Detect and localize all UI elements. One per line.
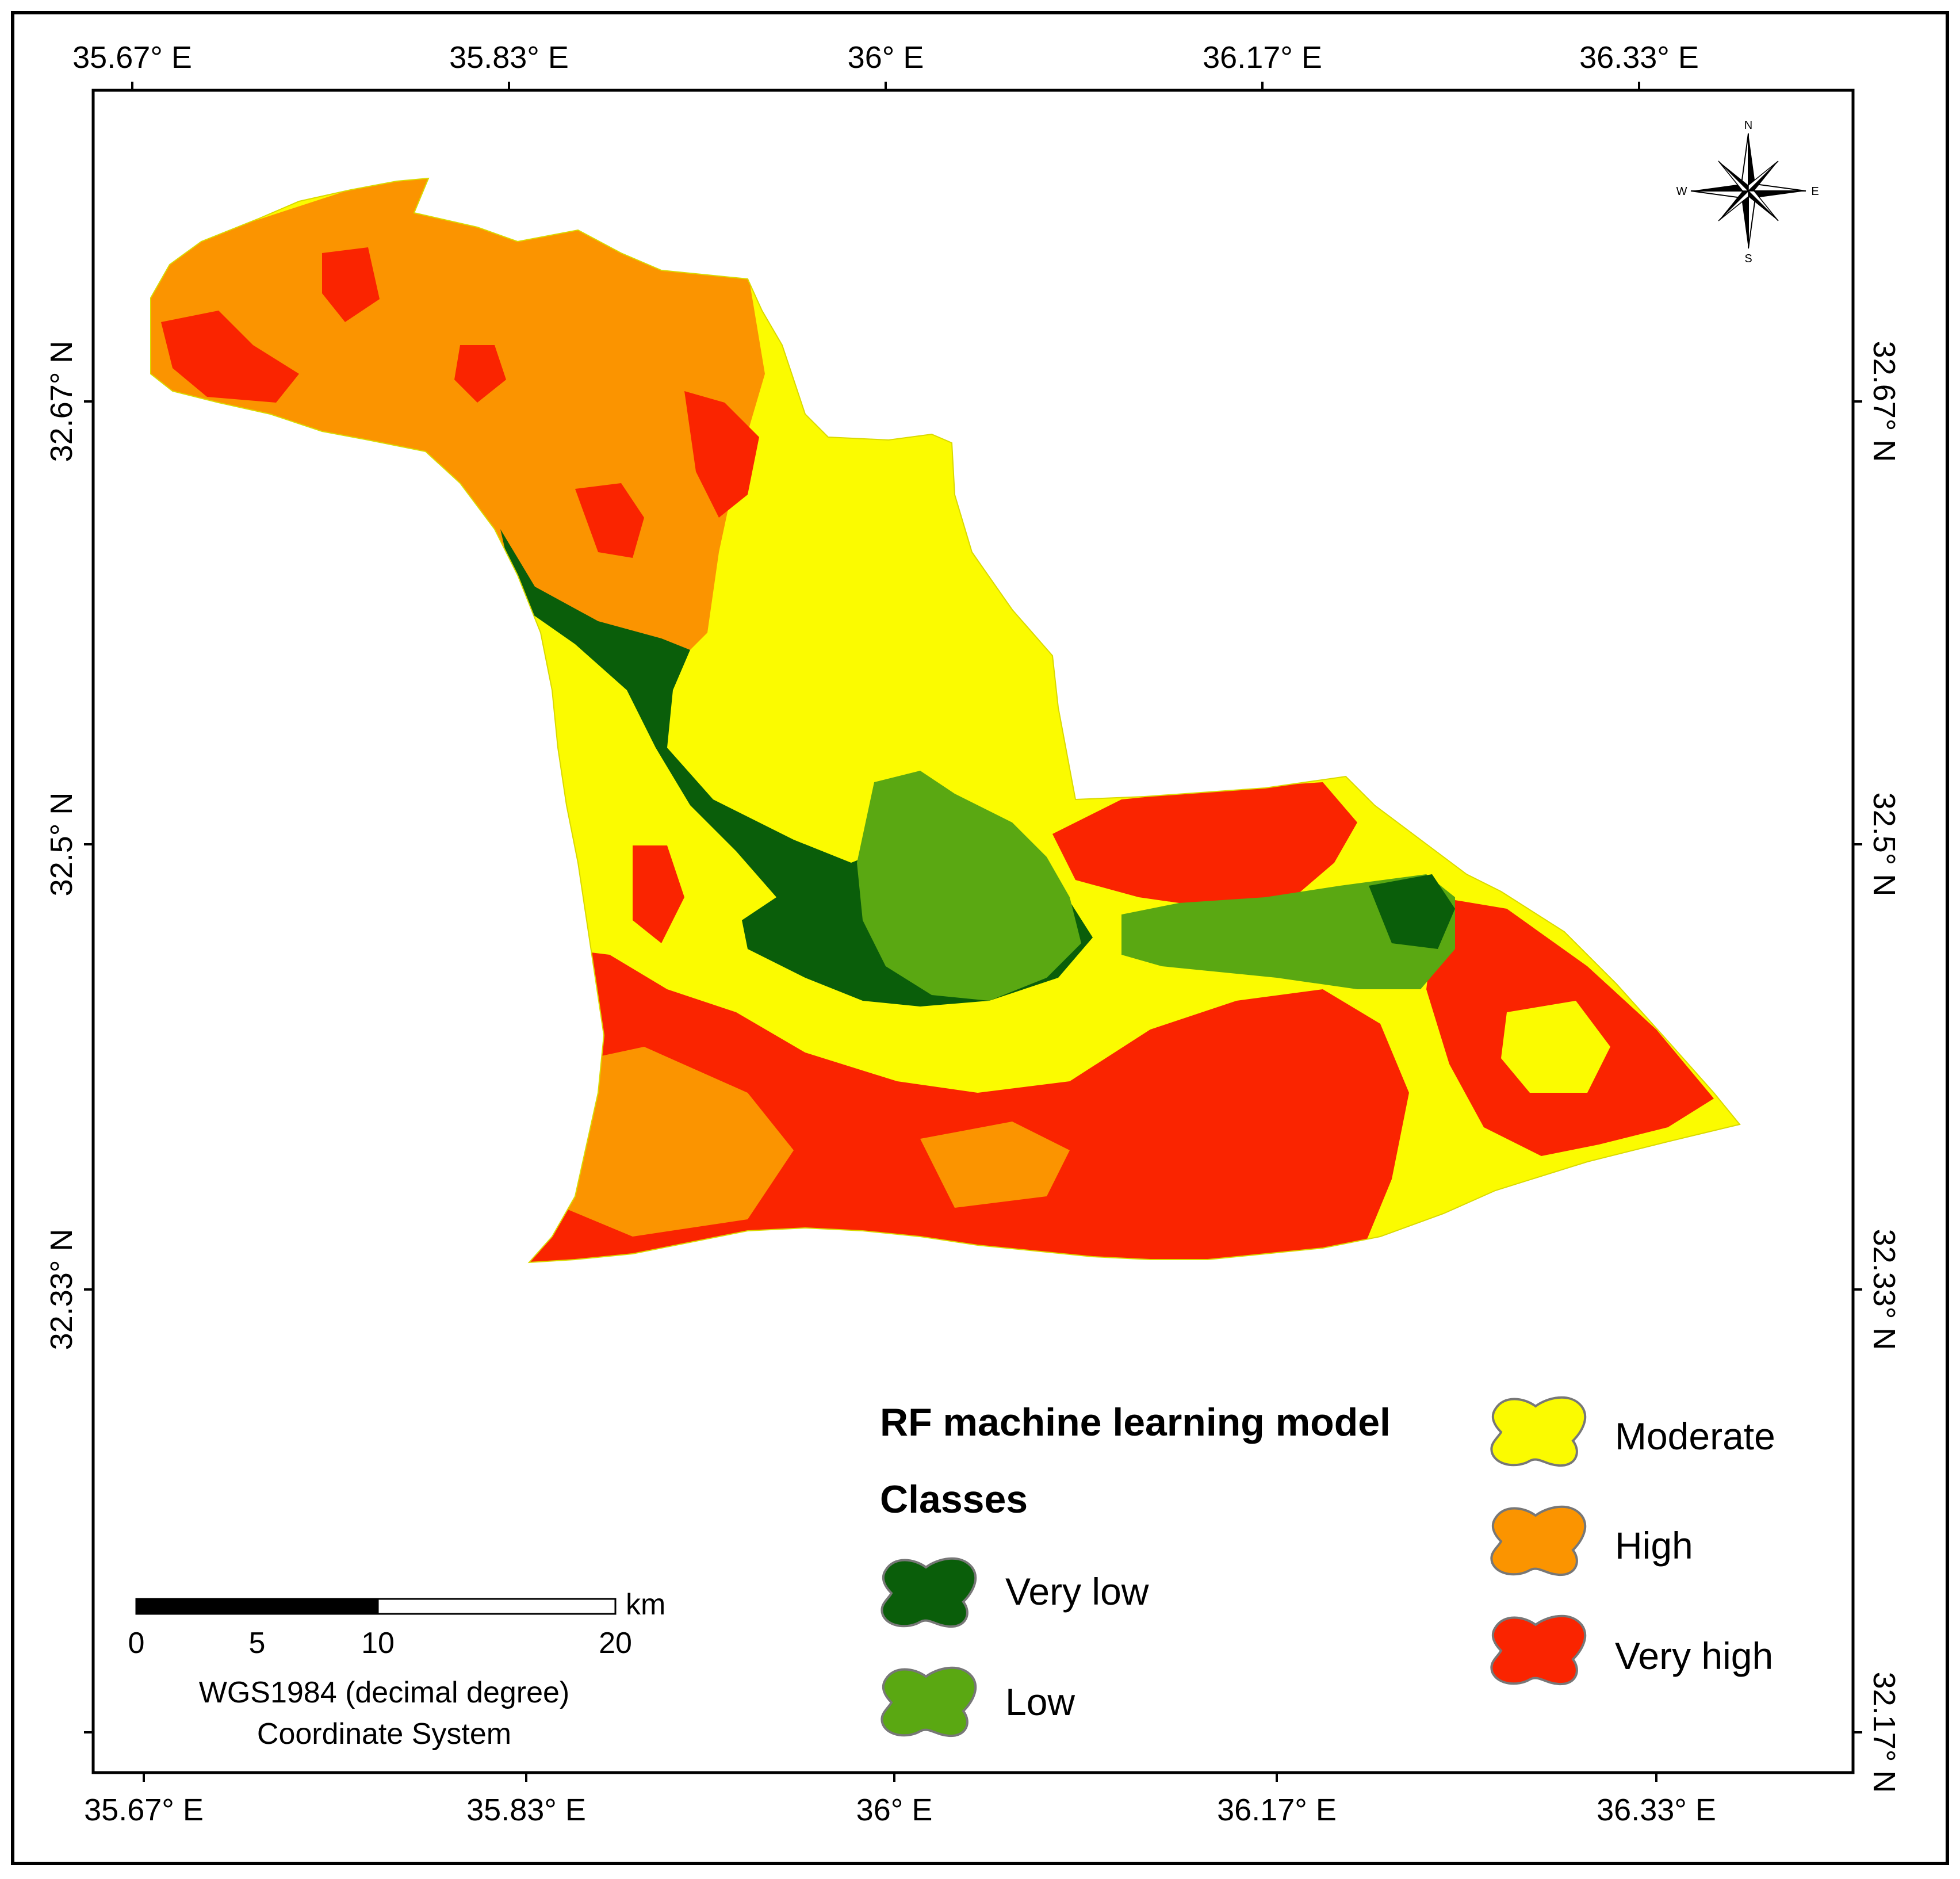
compass-w-label: W <box>1676 185 1687 198</box>
left-tick-label: 32.5° N <box>44 793 79 897</box>
left-tick-label: 32.33° N <box>44 1229 79 1350</box>
bottom-tick-label: 35.67° E <box>84 1793 204 1827</box>
scale-label: 20 <box>599 1627 632 1660</box>
northwest-very-high-patch-2 <box>322 247 380 322</box>
bottom-tick-label: 36.33° E <box>1597 1793 1716 1827</box>
legend-label-moderate: Moderate <box>1615 1415 1775 1457</box>
legend-item-very-low: Very low <box>881 1557 1149 1628</box>
legend-swatch-high <box>1490 1505 1587 1576</box>
right-tick-label: 32.67° N <box>1867 341 1901 462</box>
top-tick-label: 35.67° E <box>72 40 192 75</box>
right-tick-label: 32.5° N <box>1867 793 1901 897</box>
right-tick-label: 32.33° N <box>1867 1229 1901 1350</box>
legend-subtitle: Classes <box>880 1478 1028 1521</box>
left-ticks <box>84 400 93 1733</box>
scale-unit: km <box>626 1588 665 1621</box>
bottom-tick-label: 36° E <box>856 1793 933 1827</box>
bottom-tick-label: 35.83° E <box>466 1793 586 1827</box>
east-low-zone <box>1121 874 1455 989</box>
top-tick-label: 36.33° E <box>1579 40 1699 75</box>
bottom-tick-label: 36.17° E <box>1217 1793 1337 1827</box>
scale-label: 10 <box>361 1627 395 1660</box>
legend-item-very-high: Very high <box>1490 1614 1773 1686</box>
southern-high-zone-2 <box>920 1122 1070 1208</box>
top-tick-label: 35.83° E <box>449 40 569 75</box>
east-very-low-patch <box>1369 874 1455 949</box>
east-central-very-high-zone <box>1052 782 1357 909</box>
compass-n-label: N <box>1744 119 1752 132</box>
compass-s-label: S <box>1744 252 1752 265</box>
northwest-very-high-patch-4 <box>575 483 644 558</box>
legend-item-low: Low <box>881 1666 1075 1738</box>
study-area-outline <box>150 177 1741 1264</box>
bottom-ticks <box>143 1773 1657 1782</box>
right-ticks <box>1853 400 1862 1733</box>
northwest-very-high-patch-5 <box>454 345 506 403</box>
legend: RF machine learning model Classes Very l… <box>880 1396 1775 1738</box>
northwest-very-high-patch-1 <box>161 311 299 403</box>
southeast-moderate-patch <box>1501 1001 1610 1093</box>
compass-e-label: E <box>1811 185 1819 198</box>
legend-swatch-low <box>881 1666 977 1738</box>
north-arrow-icon: N S E W <box>1676 119 1819 265</box>
top-tick-label: 36.17° E <box>1203 40 1322 75</box>
southern-high-zone-1 <box>564 1047 794 1237</box>
legend-label-low: Low <box>1005 1681 1075 1723</box>
legend-label-very-high: Very high <box>1615 1635 1773 1677</box>
legend-swatch-very-high <box>1490 1614 1587 1686</box>
scale-bar: km 0 5 10 20 WGS1984 (decimal degree) Co… <box>128 1588 666 1751</box>
legend-label-high: High <box>1615 1524 1693 1567</box>
left-tick-label: 32.67° N <box>44 341 79 462</box>
top-tick-label: 36° E <box>848 40 924 75</box>
right-tick-label: 32.17° N <box>1867 1672 1901 1793</box>
western-very-high-patch <box>633 845 684 943</box>
legend-label-very-low: Very low <box>1005 1570 1149 1613</box>
legend-title: RF machine learning model <box>880 1400 1391 1444</box>
crs-line-2: Coordinate System <box>257 1717 511 1751</box>
scale-label: 0 <box>128 1627 145 1660</box>
northwest-very-high-patch-3 <box>684 391 759 518</box>
legend-swatch-moderate <box>1490 1396 1587 1467</box>
crs-line-1: WGS1984 (decimal degree) <box>199 1676 570 1709</box>
scale-label: 5 <box>249 1627 266 1660</box>
central-low-zone <box>857 771 1081 1001</box>
top-ticks <box>131 82 1640 90</box>
legend-swatch-very-low <box>881 1557 977 1628</box>
legend-item-high: High <box>1490 1505 1693 1576</box>
legend-item-moderate: Moderate <box>1490 1396 1775 1467</box>
